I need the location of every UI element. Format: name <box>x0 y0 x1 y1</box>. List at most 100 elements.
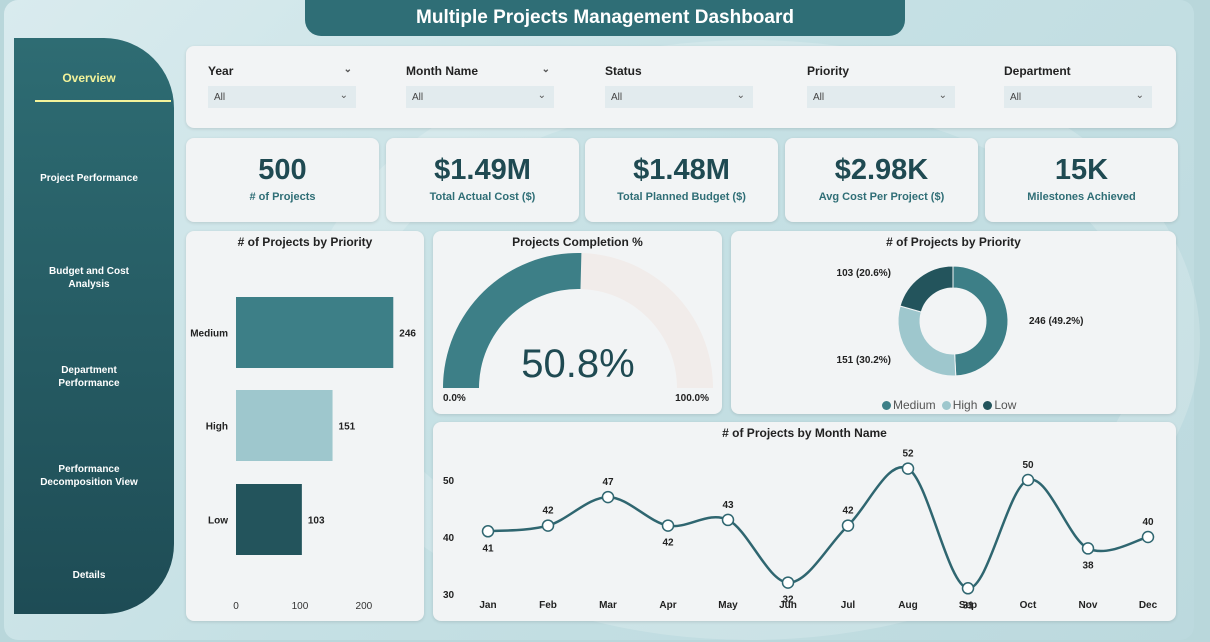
bar-chart: Medium 246 High 151 Low 103 0 100 200 <box>190 297 416 612</box>
x-tick-label: Sep <box>959 600 977 611</box>
nav-department-performance[interactable]: Department Performance <box>58 365 120 389</box>
line-chart-panel: # of Projects by Month Name 50 40 30 41 Jan 4… <box>433 422 1176 621</box>
bar-low <box>236 484 302 555</box>
data-label: 246 (49.2%) <box>1029 316 1083 327</box>
data-point <box>541 519 555 532</box>
data-point <box>661 519 675 532</box>
kpi-value: 500 <box>258 154 307 186</box>
data-label: 41 <box>482 543 494 554</box>
kpi-value: 15K <box>1054 154 1109 186</box>
data-point <box>901 462 915 475</box>
legend-dot <box>941 401 951 411</box>
data-label: 38 <box>1082 560 1094 571</box>
kpi-value: $1.49M <box>434 154 531 186</box>
filter-label: Status <box>605 64 642 78</box>
nav-performance-decomposition[interactable]: Performance Decomposition View <box>40 464 138 488</box>
data-label: 103 <box>308 516 325 527</box>
nav-project-performance[interactable]: Project Performance <box>40 173 138 184</box>
x-tick-label: Dec <box>1139 600 1158 611</box>
y-tick-label: 30 <box>443 590 455 601</box>
chevron-down-icon[interactable]: ⌄ <box>343 64 352 75</box>
chevron-down-icon: ⌄ <box>1135 90 1144 101</box>
kpi-card-projects: 500 # of Projects <box>186 138 379 222</box>
gauge-fill <box>443 253 582 388</box>
data-label: 32 <box>782 595 794 606</box>
series-line <box>487 465 1149 590</box>
donut-slice-medium <box>952 265 1009 377</box>
bar-medium <box>236 297 394 368</box>
month-select[interactable]: All ⌄ <box>406 86 554 108</box>
department-select[interactable]: All ⌄ <box>1004 86 1152 108</box>
x-tick-label: Mar <box>599 600 617 611</box>
chart-title: # of Projects by Month Name <box>722 426 887 440</box>
data-point <box>721 513 735 527</box>
filter-year: Year ⌄ All ⌄ <box>208 64 358 108</box>
data-point <box>841 519 855 532</box>
legend-item-medium[interactable]: Medium <box>882 398 936 412</box>
kpi-value: $2.98K <box>834 154 929 186</box>
chevron-down-icon: ⌄ <box>736 90 745 101</box>
gauge-panel: Projects Completion % 50.8% 0.0% 100.0% <box>433 231 722 414</box>
nav-overview[interactable]: Overview <box>62 71 116 85</box>
x-tick-label: 100 <box>292 601 309 612</box>
year-select[interactable]: All ⌄ <box>208 86 356 108</box>
select-value: All <box>611 91 623 103</box>
kpi-label: Total Actual Cost ($) <box>429 191 536 203</box>
kpi-label: Total Planned Budget ($) <box>617 191 746 203</box>
x-tick-label: Nov <box>1079 600 1098 611</box>
nav-active-underline <box>35 100 171 102</box>
filter-priority: Priority All ⌄ <box>807 64 957 108</box>
legend-item-high[interactable]: High <box>941 398 977 412</box>
data-point <box>601 490 615 504</box>
x-tick-label: 200 <box>356 601 373 612</box>
donut-panel: # of Projects by Priority 246 (49.2%) 151… <box>731 231 1176 414</box>
select-value: All <box>1010 91 1022 103</box>
bar-chart-panel: # of Projects by Priority Medium 246 High 1… <box>186 231 424 621</box>
chevron-down-icon: ⌄ <box>938 90 947 101</box>
filter-label: Month Name <box>406 64 478 78</box>
filter-label: Priority <box>807 64 850 78</box>
category-label: Low <box>208 516 228 527</box>
x-tick-label: Jan <box>479 600 496 611</box>
priority-select[interactable]: All ⌄ <box>807 86 955 108</box>
data-label: 151 (30.2%) <box>837 355 891 366</box>
select-value: All <box>214 91 226 103</box>
data-label: 246 <box>399 329 416 340</box>
data-point <box>481 525 495 538</box>
legend-dot <box>983 401 993 411</box>
nav-budget-cost-analysis[interactable]: Budget and Cost Analysis <box>49 266 129 290</box>
chart-title: # of Projects by Priority <box>886 235 1021 249</box>
filter-status: Status All ⌄ <box>605 64 755 108</box>
kpi-card-planned-budget: $1.48M Total Planned Budget ($) <box>585 138 778 222</box>
donut-slice-high <box>897 305 957 377</box>
nav-details[interactable]: Details <box>72 570 106 581</box>
x-tick-label: 0 <box>233 601 239 612</box>
chart-title: # of Projects by Priority <box>237 235 373 249</box>
kpi-card-actual-cost: $1.49M Total Actual Cost ($) <box>386 138 579 222</box>
x-tick-label: Apr <box>659 600 676 611</box>
status-select[interactable]: All ⌄ <box>605 86 753 108</box>
data-label: 31 <box>962 600 974 611</box>
legend-item-low[interactable]: Low <box>983 398 1016 412</box>
data-point <box>961 582 975 595</box>
x-tick-label: Feb <box>539 600 557 611</box>
gauge-chart: 50.8% 0.0% 100.0% <box>443 253 713 404</box>
chart-title: Projects Completion % <box>512 235 643 249</box>
category-label: Medium <box>190 329 228 340</box>
filter-department: Department All ⌄ <box>1004 64 1154 108</box>
y-tick-label: 40 <box>443 533 455 544</box>
data-label: 43 <box>722 500 734 511</box>
data-label: 42 <box>842 506 854 517</box>
chevron-down-icon[interactable]: ⌄ <box>541 64 550 75</box>
category-label: High <box>206 422 228 433</box>
x-tick-label: Jun <box>779 600 797 611</box>
chevron-down-icon: ⌄ <box>339 90 348 101</box>
dashboard-title: Multiple Projects Management Dashboard <box>305 0 905 36</box>
filter-month-name: Month Name ⌄ All ⌄ <box>406 64 556 108</box>
donut-chart: 246 (49.2%) 151 (30.2%) 103 (20.6%) <box>837 265 1083 377</box>
data-label: 151 <box>339 422 356 433</box>
filter-label: Department <box>1004 64 1071 78</box>
x-tick-label: Oct <box>1020 600 1037 611</box>
legend-dot <box>882 401 891 411</box>
